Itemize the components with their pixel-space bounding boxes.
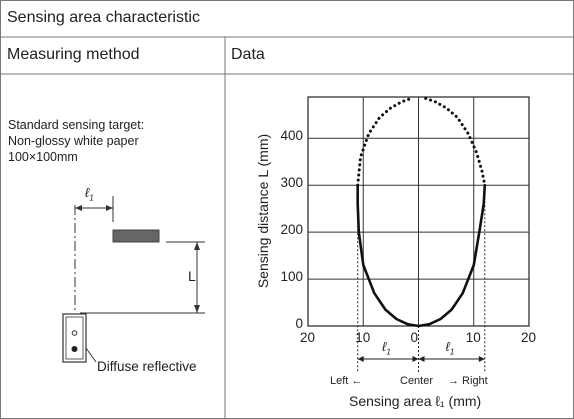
L-label: L <box>188 268 196 284</box>
series-layer <box>356 96 487 328</box>
y-tick-label: 400 <box>280 128 303 144</box>
l1-arrowhead <box>478 356 485 362</box>
x-tick-label: 10 <box>355 330 371 345</box>
direction-left: Left ← <box>330 375 363 387</box>
l1-arrowhead <box>412 356 419 362</box>
direction-center: Center <box>400 375 434 387</box>
series-line-dotted-3 <box>424 96 487 187</box>
l1-arrowhead <box>418 356 425 362</box>
sensor-caption: Diffuse reflective <box>97 359 197 374</box>
sensor-emitter-icon <box>71 330 78 336</box>
series-line-solid-0 <box>356 183 420 328</box>
x-tick-label: 20 <box>521 330 537 345</box>
sensing-target <box>112 229 160 243</box>
chart <box>307 96 530 373</box>
measuring-method-diagram <box>62 196 205 363</box>
l1-label: ℓ1 <box>85 185 94 203</box>
target-line-2: Non-glossy white paper <box>8 134 139 148</box>
y-axis-label: Sensing distance L (mm) <box>255 133 271 289</box>
target-line-1: Standard sensing target: <box>8 118 145 132</box>
x-tick-label: 10 <box>465 330 481 345</box>
l1-arrow-left <box>75 205 82 211</box>
data-column-header: Data <box>231 46 265 63</box>
x-tick-label: 0 <box>410 330 419 345</box>
sensor-face <box>65 316 84 360</box>
method-column-header: Measuring method <box>7 46 140 63</box>
series-line-solid-1 <box>417 183 487 328</box>
l1-marker-label: ℓ1 <box>382 339 391 357</box>
l1-arrow-right <box>106 205 113 211</box>
sensor-leader-line <box>85 347 97 363</box>
x-tick-label: 20 <box>300 330 316 345</box>
sensor-receiver-icon <box>71 346 78 352</box>
guide-lines <box>357 185 486 373</box>
y-tick-label: 200 <box>280 222 303 238</box>
target-line-3: 100×100mm <box>8 150 78 164</box>
y-tick-label: 300 <box>280 175 303 191</box>
l1-marker-label: ℓ1 <box>445 339 455 357</box>
L-arrow-bottom <box>194 305 200 313</box>
y-tick-label: 0 <box>295 316 303 331</box>
l1-arrowhead <box>357 356 364 362</box>
x-axis-label: Sensing area ℓ₁ (mm) <box>349 393 482 409</box>
L-arrow-top <box>194 242 200 250</box>
l1-markers <box>357 356 485 362</box>
table-title: Sensing area characteristic <box>7 9 200 26</box>
direction-right: → Right <box>448 375 488 387</box>
series-line-dotted-2 <box>356 96 413 187</box>
y-tick-label: 100 <box>280 269 303 285</box>
grid <box>308 97 529 326</box>
